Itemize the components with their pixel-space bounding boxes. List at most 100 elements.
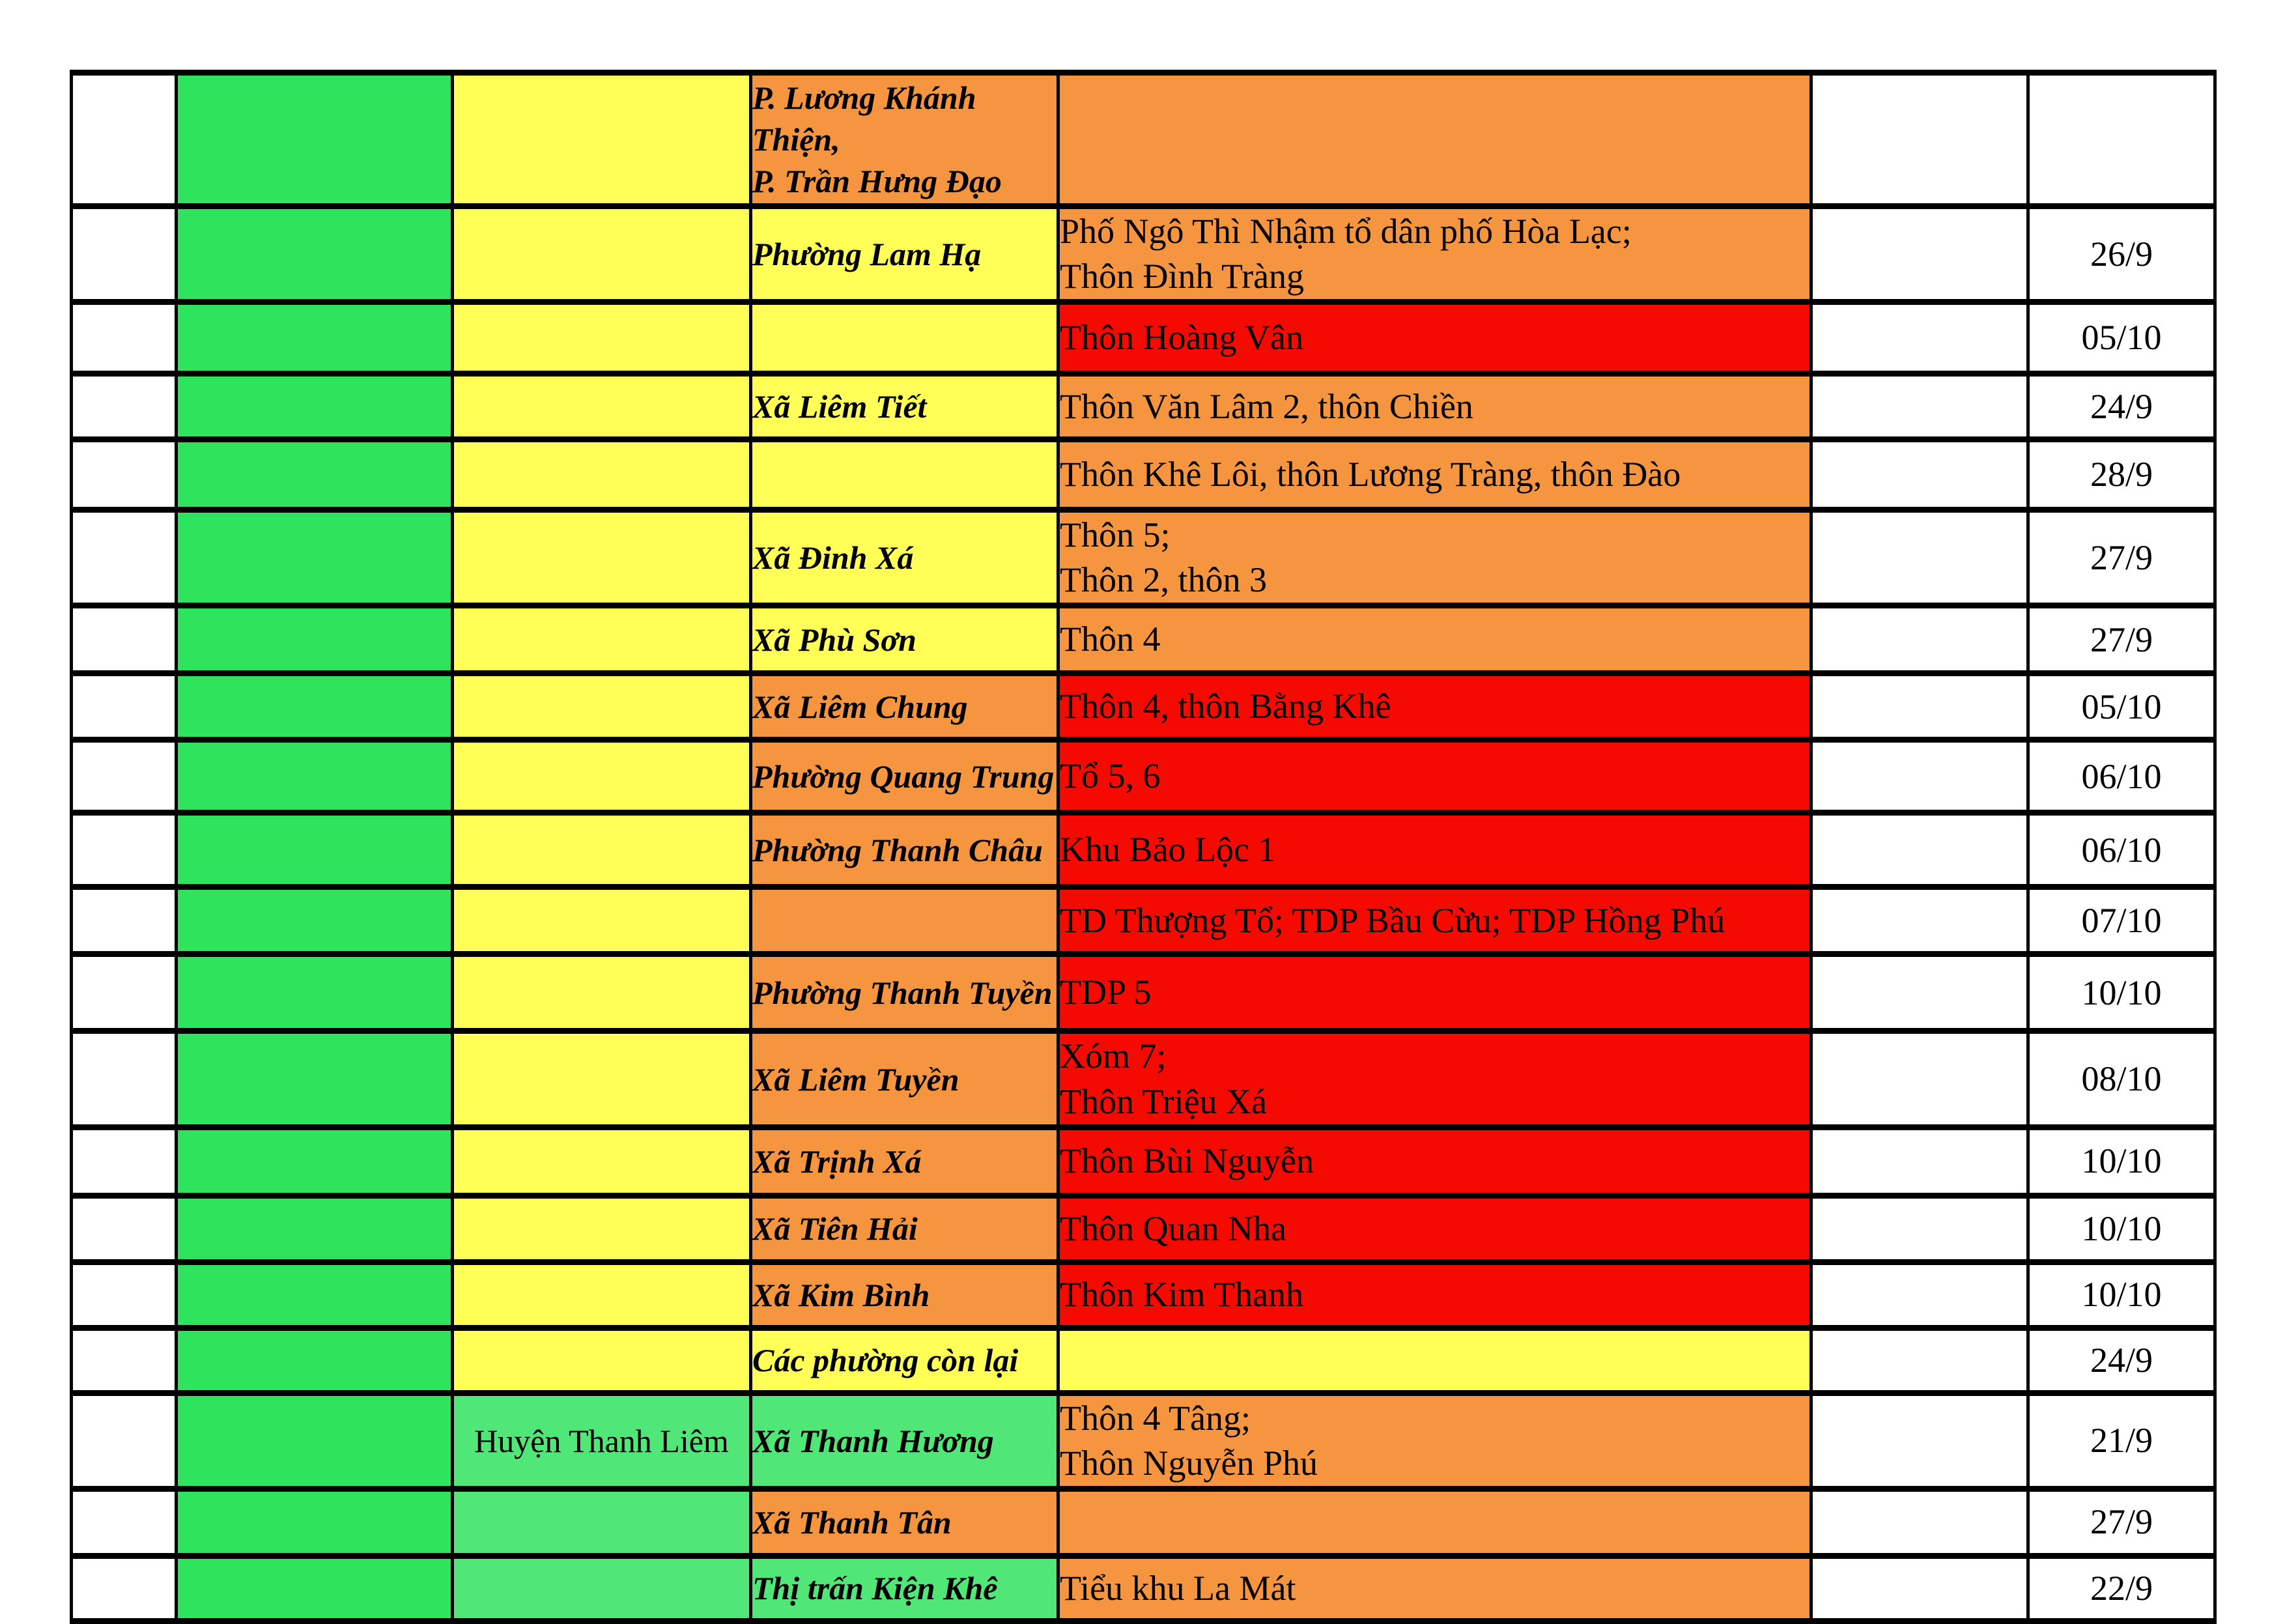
spacer-cell — [1810, 737, 2030, 816]
district-cell — [451, 507, 752, 609]
spacer-cell — [1810, 299, 2030, 377]
margin-cell — [70, 1485, 178, 1559]
spacer-cell — [1810, 507, 2030, 609]
district-cell — [451, 810, 752, 890]
margin-cell — [70, 1552, 178, 1624]
ward-name-line: Xã Liêm Tiết — [752, 388, 927, 425]
spacer-cell — [1810, 1389, 2030, 1492]
spacer-cell — [1810, 1028, 2030, 1130]
district-cell — [451, 951, 752, 1034]
table-row: Thị trấn Kiện Khê Tiểu khu La Mát 22/9 — [70, 1552, 2217, 1624]
table-row: P. Lương Khánh Thiện, P. Trần Hưng Đạo — [70, 70, 2217, 209]
date-label: 05/10 — [2081, 687, 2162, 726]
ward-cell: Xã Kim Bình — [749, 1259, 1060, 1331]
district-cell — [451, 1124, 752, 1199]
district-cell — [451, 1485, 752, 1559]
date-cell: 22/9 — [2026, 1552, 2217, 1624]
areas-cell: Tổ 5, 6 — [1057, 737, 1813, 816]
province-status-cell — [175, 670, 454, 743]
district-cell — [451, 1259, 752, 1331]
margin-cell — [70, 436, 178, 513]
ward-name-line: Phường Quang Trung — [752, 758, 1055, 795]
date-label: 24/9 — [2090, 386, 2153, 426]
areas-cell: Thôn 4 — [1057, 603, 1813, 677]
province-status-cell — [175, 1124, 454, 1199]
date-label: 28/9 — [2090, 455, 2153, 494]
date-label: 05/10 — [2081, 318, 2162, 358]
spacer-cell — [1810, 1324, 2030, 1396]
province-status-cell — [175, 436, 454, 513]
ward-cell: Xã Thanh Tân — [749, 1485, 1060, 1559]
ward-cell: Xã Trịnh Xá — [749, 1124, 1060, 1199]
margin-cell — [70, 299, 178, 377]
areas-cell — [1057, 1324, 1813, 1396]
district-cell — [451, 1028, 752, 1130]
area-line: TD Thượng Tổ; TDP Bầu Cừu; TDP Hồng Phú — [1060, 900, 1725, 940]
margin-cell — [70, 951, 178, 1034]
date-cell: 06/10 — [2026, 810, 2217, 890]
area-line: Thôn Quan Nha — [1060, 1208, 1286, 1248]
areas-cell: Thôn Hoàng Vân — [1057, 299, 1813, 377]
date-label: 22/9 — [2090, 1568, 2153, 1608]
spacer-cell — [1810, 1124, 2030, 1199]
date-cell: 27/9 — [2026, 1485, 2217, 1559]
area-line: Thôn 5; — [1060, 515, 1171, 555]
areas-cell: Xóm 7; Thôn Triệu Xá — [1057, 1028, 1813, 1130]
ward-cell: Xã Liêm Chung — [749, 670, 1060, 743]
date-cell: 05/10 — [2026, 299, 2217, 377]
ward-cell: Xã Phù Sơn — [749, 603, 1060, 677]
spacer-cell — [1810, 884, 2030, 958]
date-cell: 10/10 — [2026, 951, 2217, 1034]
areas-cell: Thôn 4 Tâng; Thôn Nguyễn Phú — [1057, 1389, 1813, 1492]
date-cell: 10/10 — [2026, 1192, 2217, 1265]
area-line: Thôn Triệu Xá — [1060, 1081, 1268, 1121]
province-status-cell — [175, 1389, 454, 1492]
areas-cell: Thôn Khê Lôi, thôn Lương Tràng, thôn Đào — [1057, 436, 1813, 513]
table-row: TD Thượng Tổ; TDP Bầu Cừu; TDP Hồng Phú 0… — [70, 884, 2217, 958]
province-status-cell — [175, 70, 454, 209]
province-status-cell — [175, 884, 454, 958]
ward-name-line: Phường Lam Hạ — [752, 236, 982, 273]
margin-cell — [70, 603, 178, 677]
table-row: Xã Trịnh Xá Thôn Bùi Nguyễn 10/10 — [70, 1124, 2217, 1199]
district-cell: Huyện Thanh Liêm — [451, 1389, 752, 1492]
ward-cell: Phường Lam Hạ — [749, 203, 1060, 306]
district-cell — [451, 436, 752, 513]
ward-name-line: Xã Kim Bình — [752, 1276, 930, 1313]
date-cell: 05/10 — [2026, 670, 2217, 743]
areas-cell: TDP 5 — [1057, 951, 1813, 1034]
date-label: 06/10 — [2081, 830, 2162, 870]
margin-cell — [70, 1259, 178, 1331]
spacer-cell — [1810, 70, 2030, 209]
zone-classification-table: P. Lương Khánh Thiện, P. Trần Hưng Đạo Phư… — [70, 70, 2217, 1624]
ward-name-line: Xã Liêm Chung — [752, 688, 968, 725]
spacer-cell — [1810, 203, 2030, 306]
area-line: Khu Bảo Lộc 1 — [1060, 830, 1276, 870]
spacer-cell — [1810, 1259, 2030, 1331]
area-line: Thôn Nguyễn Phú — [1060, 1443, 1318, 1483]
margin-cell — [70, 884, 178, 958]
ward-name-line: Xã Phù Sơn — [752, 621, 916, 658]
table-row: Xã Đinh Xá Thôn 5; Thôn 2, thôn 3 27/9 — [70, 507, 2217, 609]
date-label: 06/10 — [2081, 756, 2162, 796]
ward-name-line: Xã Liêm Tuyền — [752, 1061, 959, 1098]
date-cell: 27/9 — [2026, 603, 2217, 677]
province-status-cell — [175, 1552, 454, 1624]
area-line: TDP 5 — [1060, 973, 1152, 1012]
date-label: 10/10 — [2081, 1208, 2162, 1248]
ward-name-line: Các phường còn lại — [752, 1342, 1019, 1379]
ward-name-line: P. Trần Hưng Đạo — [752, 163, 1002, 199]
province-status-cell — [175, 1324, 454, 1396]
margin-cell — [70, 1389, 178, 1492]
spacer-cell — [1810, 670, 2030, 743]
areas-cell: Thôn Văn Lâm 2, thôn Chiền — [1057, 371, 1813, 443]
date-cell: 10/10 — [2026, 1124, 2217, 1199]
areas-cell: Phố Ngô Thì Nhậm tổ dân phố Hòa Lạc; Thôn… — [1057, 203, 1813, 306]
ward-cell: Phường Thanh Châu — [749, 810, 1060, 890]
ward-cell — [749, 436, 1060, 513]
district-cell — [451, 884, 752, 958]
ward-cell: Xã Thanh Hương — [749, 1389, 1060, 1492]
spacer-cell — [1810, 810, 2030, 890]
ward-cell: Thị trấn Kiện Khê — [749, 1552, 1060, 1624]
spacer-cell — [1810, 1552, 2030, 1624]
